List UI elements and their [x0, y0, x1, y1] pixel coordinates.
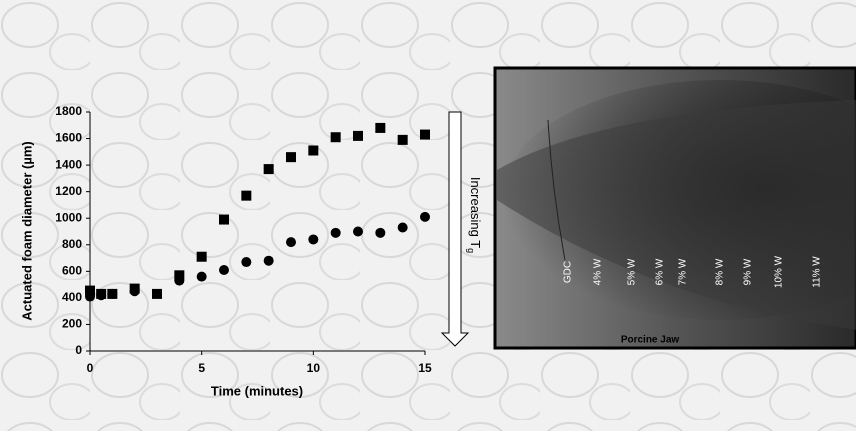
y-tick-label: 1000: [55, 210, 82, 224]
square-point: [85, 285, 95, 296]
y-tick-label: 800: [62, 237, 82, 251]
arrow: [440, 111, 470, 347]
x-axis-label: Time (minutes): [211, 383, 303, 398]
y-tick-label: 0: [75, 343, 82, 357]
panel-label: 8% W: [715, 258, 726, 285]
y-tick-label: 200: [62, 317, 82, 331]
panel-label: 4% W: [593, 258, 604, 285]
panel-label: 10% W: [774, 255, 785, 288]
circle-point: [129, 286, 140, 297]
y-tick-label: 1600: [55, 131, 82, 145]
y-tick-label: 1200: [55, 184, 82, 198]
circle-point: [286, 237, 296, 248]
panel-label: 7% W: [678, 258, 689, 285]
circle-point: [196, 271, 207, 282]
square-point: [375, 122, 386, 133]
circle-point: [174, 275, 185, 286]
square-point: [286, 152, 296, 163]
arrow-subscript: g: [466, 248, 476, 253]
panel-label: 11% W: [812, 256, 823, 288]
circle-point: [375, 227, 386, 238]
x-tick-label: 5: [198, 361, 205, 375]
square-point: [353, 130, 363, 141]
square-point: [330, 132, 341, 143]
circle-point: [397, 222, 408, 233]
circle-point: [353, 226, 363, 237]
circle-point: [241, 257, 252, 268]
square-point: [152, 288, 162, 299]
circle-point: [420, 211, 430, 222]
y-tick-label: 1400: [55, 157, 82, 171]
circle-point: [107, 288, 118, 299]
square-point: [397, 134, 408, 145]
square-point: [263, 164, 274, 175]
circle-point: [96, 290, 107, 301]
image-caption: Porcine Jaw: [621, 335, 680, 346]
xray-panel: [493, 66, 856, 350]
arrow-label: Increasing Tg: [466, 177, 483, 253]
square-point: [420, 129, 430, 140]
y-tick-label: 400: [62, 290, 82, 304]
circle-point: [85, 291, 95, 302]
y-tick-label: 1800: [55, 104, 82, 118]
panel-label: 9% W: [743, 258, 754, 285]
square-point: [308, 145, 319, 156]
square-point: [219, 214, 229, 225]
square-point: [196, 251, 207, 262]
arrow-text: Increasing T: [468, 177, 483, 248]
x-tick-label: 15: [418, 361, 432, 375]
x-tick-label: 0: [87, 361, 94, 375]
square-point: [241, 190, 252, 201]
circle-point: [308, 234, 319, 245]
x-tick-label: 10: [307, 361, 321, 375]
circle-point: [330, 227, 341, 238]
y-tick-label: 600: [62, 264, 82, 278]
panel-label: 6% W: [655, 258, 666, 285]
panel-label: 5% W: [627, 258, 638, 285]
circle-point: [263, 255, 274, 266]
square-point: [174, 270, 185, 281]
circle-point: [219, 265, 229, 276]
y-axis-label: Actuated foam diameter (µm): [19, 141, 34, 320]
panel-label: GDC: [563, 261, 574, 283]
